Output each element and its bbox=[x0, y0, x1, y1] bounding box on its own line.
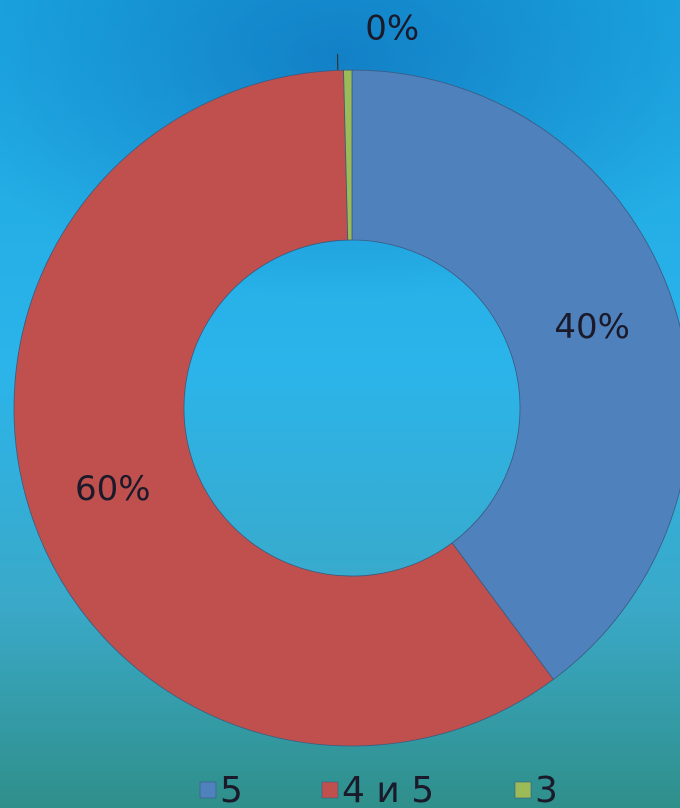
data-label: 60% bbox=[75, 469, 151, 509]
legend-label: 4 и 5 bbox=[342, 770, 434, 808]
legend: 5 4 и 5 3 bbox=[199, 770, 558, 808]
legend-swatch bbox=[321, 781, 339, 799]
donut-slice bbox=[13, 69, 554, 747]
donut-slice bbox=[351, 69, 680, 681]
donut-slice bbox=[343, 69, 353, 241]
legend-swatch bbox=[199, 781, 217, 799]
legend-swatch bbox=[514, 781, 532, 799]
legend-label: 3 bbox=[535, 770, 558, 808]
plot-area: 40% 60% 0% bbox=[13, 9, 680, 747]
data-label: 40% bbox=[554, 307, 630, 347]
legend-label: 5 bbox=[220, 770, 243, 808]
data-label: 0% bbox=[365, 9, 419, 49]
